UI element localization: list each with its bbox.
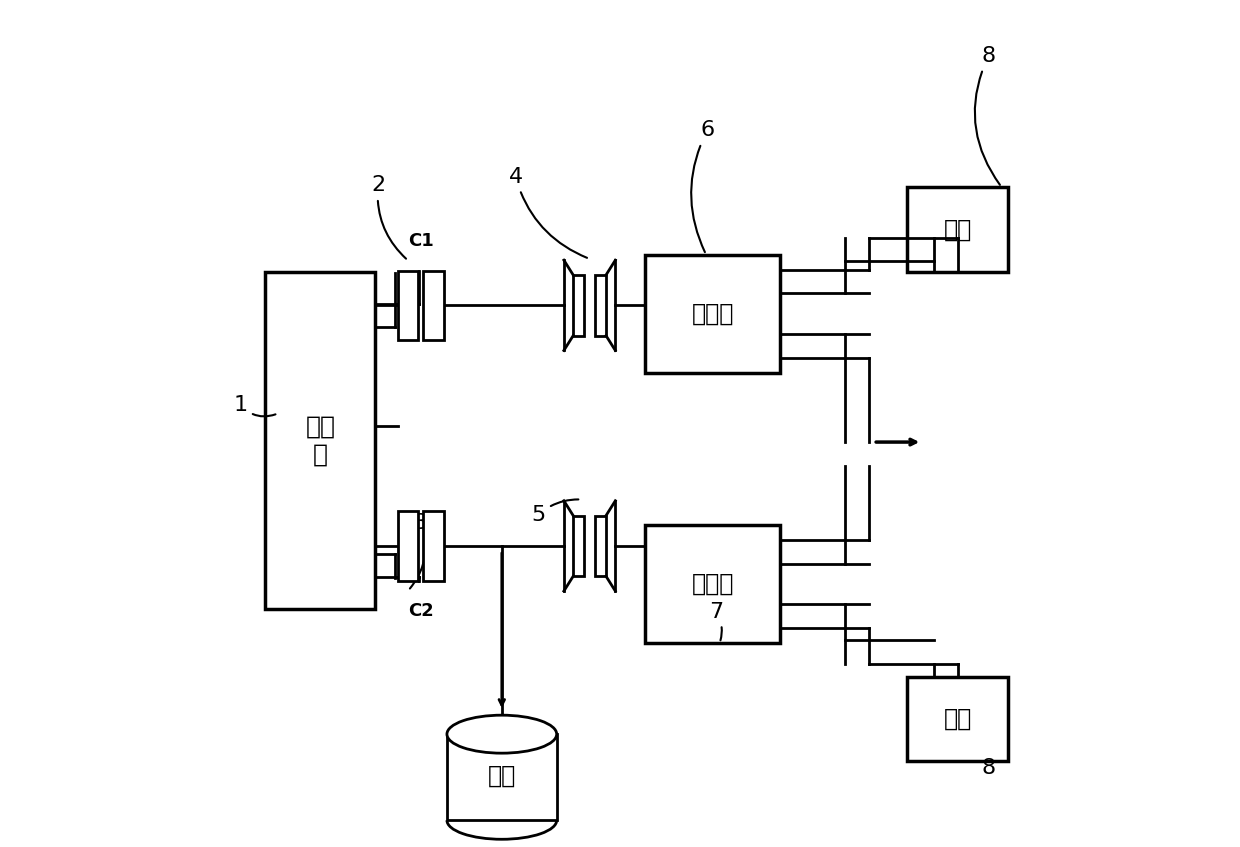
Bar: [265, 272, 376, 609]
Text: C1: C1: [408, 231, 434, 250]
Bar: [595, 275, 606, 335]
Bar: [398, 512, 418, 580]
Text: C2: C2: [408, 601, 434, 620]
Ellipse shape: [446, 715, 557, 753]
Text: 电机: 电机: [487, 764, 516, 788]
Bar: [573, 275, 584, 335]
Text: 奇数挡: 奇数挡: [692, 302, 734, 326]
Text: 偶数挡: 偶数挡: [692, 572, 734, 596]
Bar: [595, 516, 606, 576]
Bar: [446, 734, 557, 820]
Bar: [645, 255, 780, 373]
Bar: [573, 516, 584, 576]
Text: 车轮: 车轮: [944, 707, 972, 731]
Bar: [906, 187, 1008, 272]
Text: 1: 1: [233, 395, 275, 417]
Text: 7: 7: [708, 601, 723, 640]
Bar: [398, 271, 418, 340]
Text: 4: 4: [508, 167, 587, 257]
Text: 6: 6: [691, 120, 714, 252]
Text: 发动
机: 发动 机: [305, 414, 335, 467]
Bar: [423, 271, 444, 340]
Text: 3: 3: [410, 513, 428, 589]
Text: 2: 2: [371, 175, 405, 258]
Bar: [906, 677, 1008, 761]
Text: 5: 5: [532, 500, 578, 524]
Bar: [645, 525, 780, 643]
Bar: [423, 512, 444, 580]
Text: 8: 8: [981, 758, 1002, 778]
Text: 8: 8: [975, 47, 999, 185]
Text: 车轮: 车轮: [944, 218, 972, 241]
